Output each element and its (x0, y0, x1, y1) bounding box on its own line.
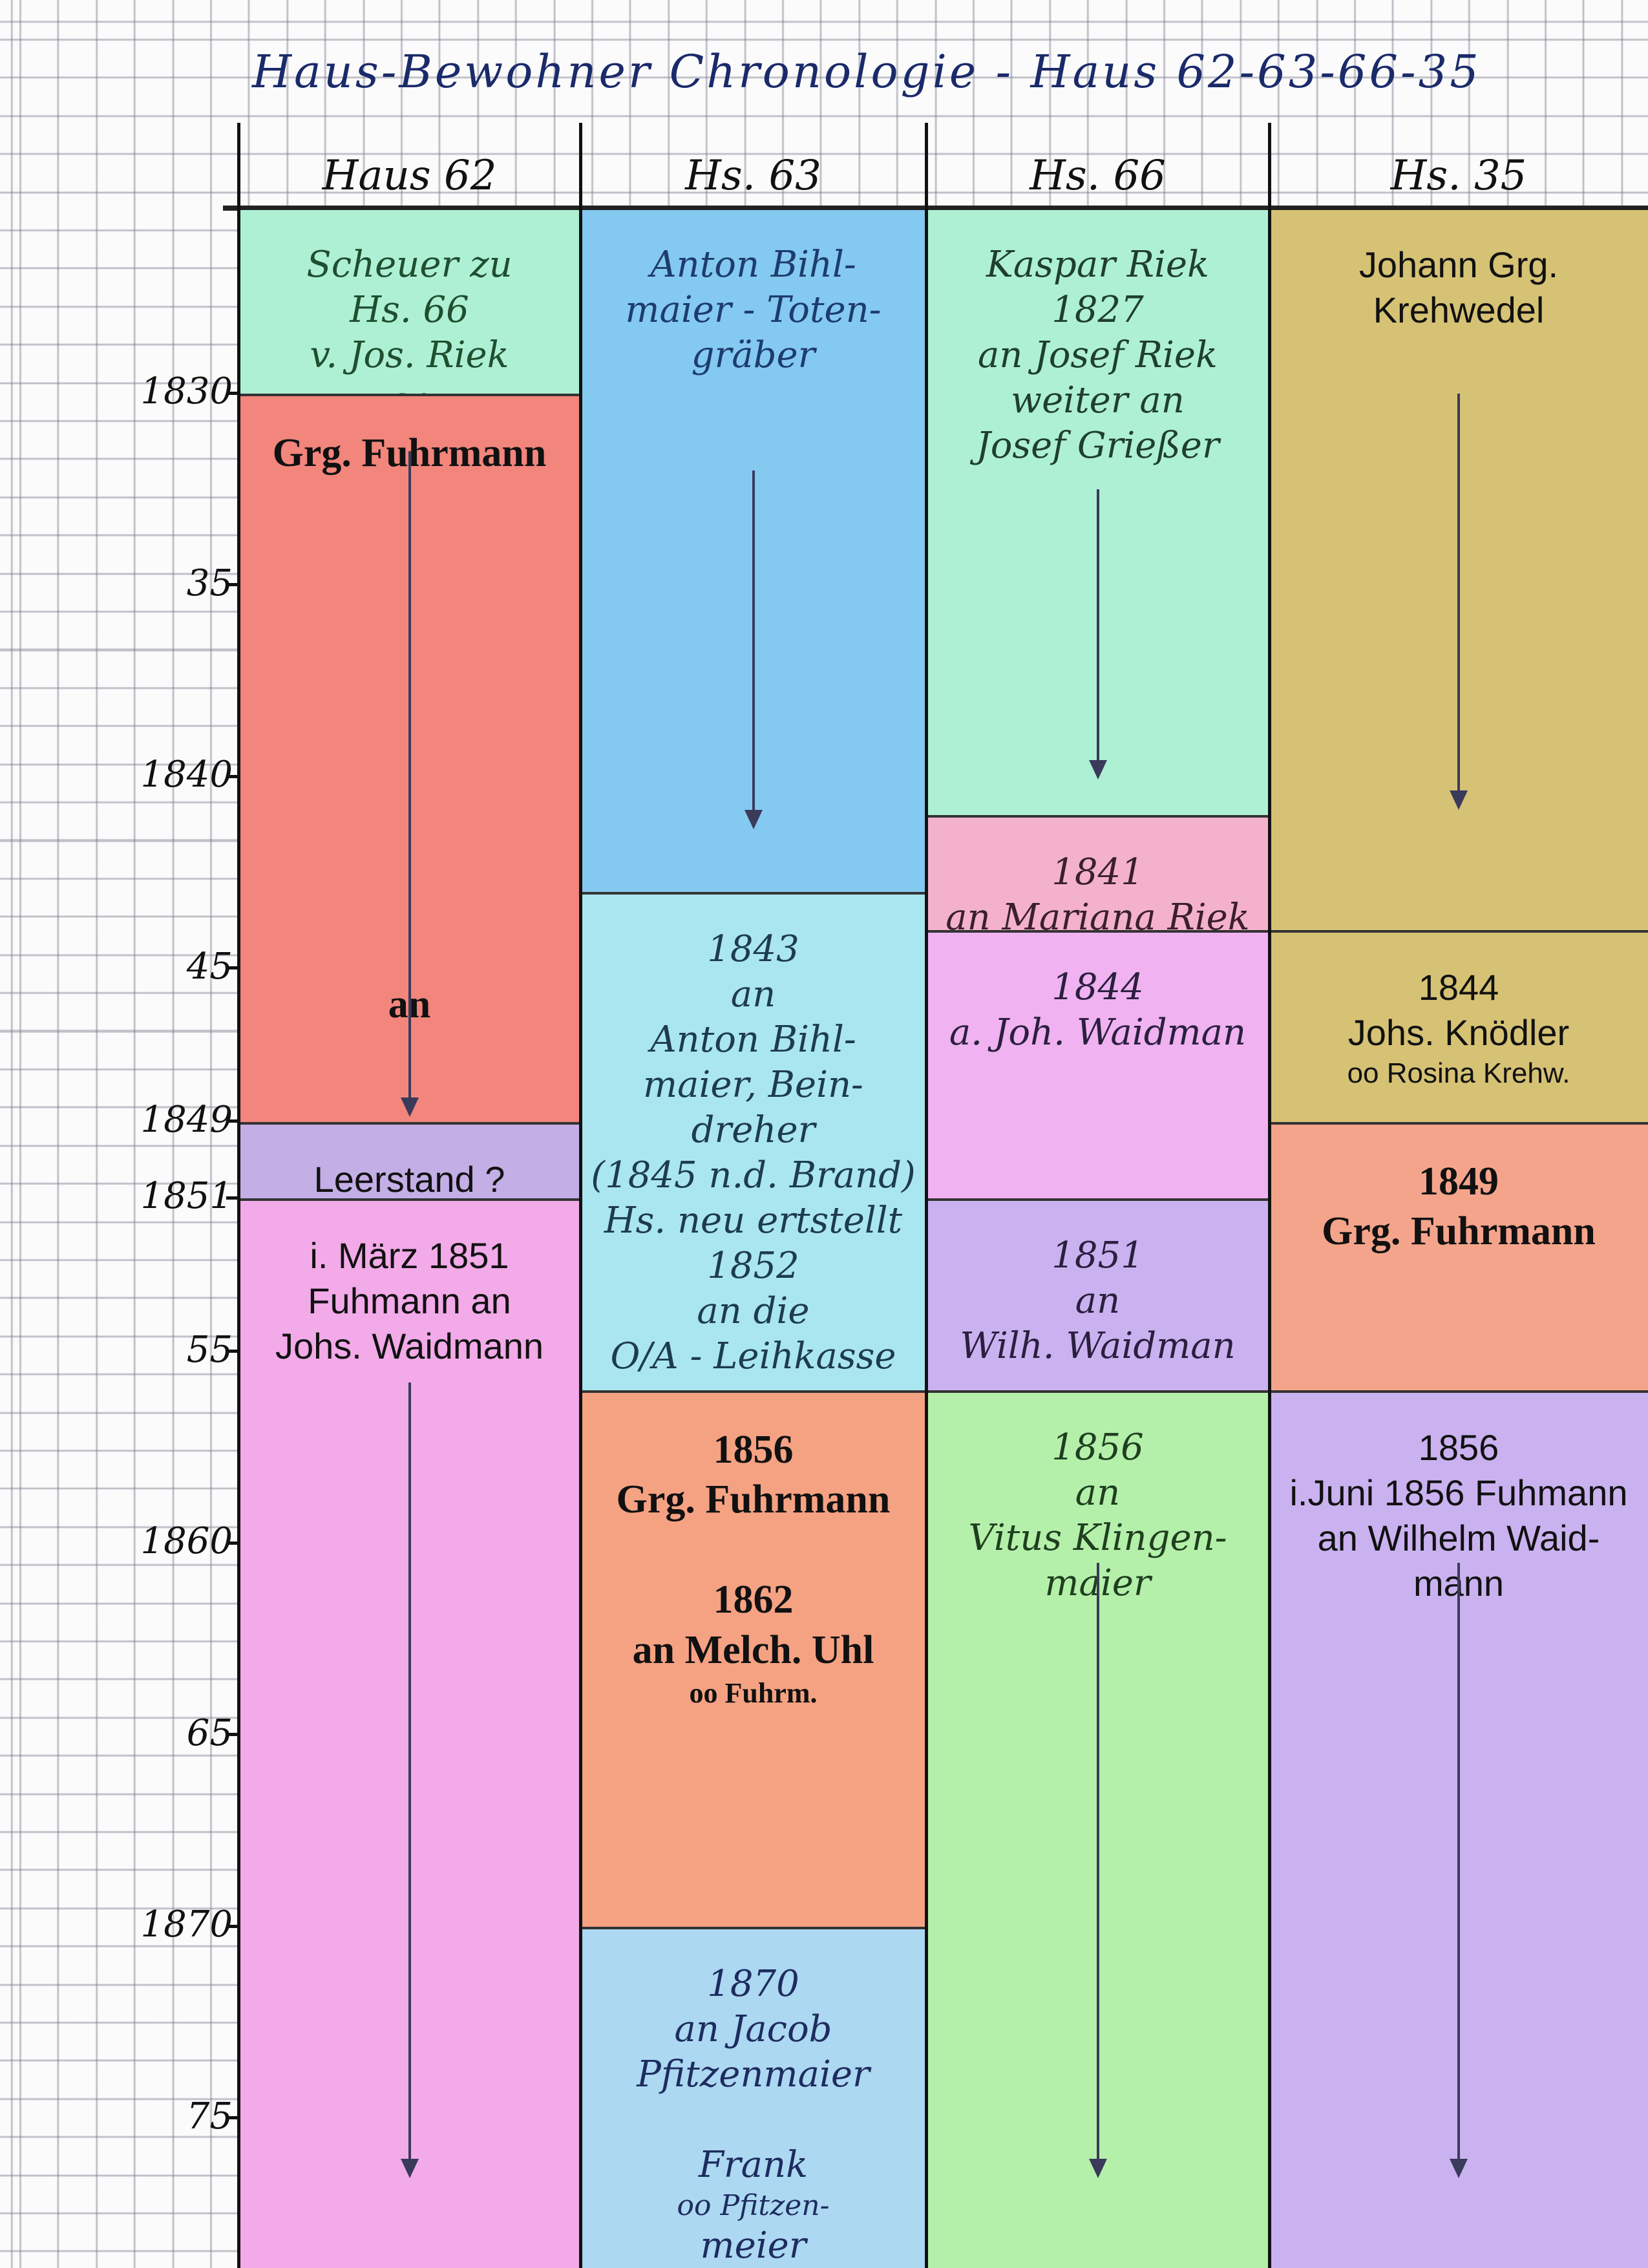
block-text: an Josef Riek (978, 334, 1218, 376)
column-divider (237, 123, 240, 2268)
block-text: Anton Bihl- (650, 244, 856, 286)
block-text: oo Rosina Krehw. (1347, 1057, 1570, 1090)
block-text: v. Jos. Riek (310, 334, 509, 376)
header-rule (223, 206, 1648, 211)
block-text: an Melch. Uhl (632, 1627, 874, 1672)
block-text: Krehwedel (1373, 290, 1545, 330)
down-arrow-icon (744, 470, 763, 830)
block-text: i. März 1851 (310, 1235, 509, 1277)
block-text: Grg. Fuhrmann (1322, 1209, 1596, 1254)
block-text: meier (700, 2225, 807, 2267)
block-text: 1844 (1051, 966, 1144, 1009)
block-text: Josef Grießer (976, 425, 1220, 467)
block-text: an (238, 378, 580, 394)
block-text: an Mariana Riek (945, 896, 1250, 931)
block-text: gräber (691, 334, 816, 376)
down-arrow-icon (400, 1382, 419, 2178)
block-text: 1849 (1419, 1159, 1499, 1203)
block-text: Fuhmann an (308, 1280, 511, 1322)
down-arrow-icon (400, 450, 419, 1117)
y-tick-label: 55 (90, 1329, 249, 1371)
timeline-block: 1844 a. Joh. Waidman (926, 930, 1269, 1199)
block-text: 1844 (1418, 967, 1499, 1008)
timeline-block: 1849 Grg. Fuhrmann (1269, 1121, 1648, 1390)
block-text: an (1075, 1280, 1121, 1322)
block-text: Johs. Waidmann (275, 1326, 544, 1367)
y-tick-label: 35 (90, 562, 249, 604)
timeline-block: 1843 an Anton Bihl-maier, Bein-dreher (1845… (580, 891, 926, 1390)
column-divider (1268, 123, 1271, 2268)
block-text (580, 2097, 926, 2143)
y-tick-label: 1830 (90, 370, 249, 412)
block-text: 1843 (707, 927, 799, 970)
block-text: Johs. Knödler (1347, 1012, 1570, 1054)
block-text: Hs. 66 (350, 289, 469, 331)
block-text: Frank (698, 2144, 808, 2186)
block-text: O/A - Leihkasse (610, 1335, 896, 1377)
block-text: oo Fuhrm. (689, 1677, 818, 1710)
timeline-block: 1841 an Mariana Riek (926, 815, 1269, 931)
block-text: Leerstand ? (313, 1158, 505, 1199)
block-text: maier, Bein- (643, 1063, 863, 1106)
column-header: Hs. 63 (685, 152, 821, 200)
block-text: 1862 (713, 1578, 794, 1622)
block-text: 1870 (707, 1963, 799, 2005)
timeline-block: Leerstand ? (238, 1121, 580, 1199)
block-text: Scheuer zu (306, 244, 512, 286)
column-header: Hs. 66 (1030, 152, 1166, 200)
block-text: (1845 n.d. Brand) (591, 1154, 916, 1196)
block-text: Johann Grg. (1358, 244, 1559, 285)
block-text: 1856 (1418, 1426, 1499, 1468)
block-text: weiter an (1011, 379, 1185, 421)
y-tick-label: 1840 (90, 754, 249, 796)
timeline-block: 1856 Grg. Fuhrmann 1862 an Melch. Uhl oo Fu… (580, 1390, 926, 1927)
down-arrow-icon (1088, 489, 1107, 779)
block-text: a. Joh. Waidman (949, 1012, 1247, 1054)
timeline-block: 1844 Johs. Knödler oo Rosina Krehw. (1269, 930, 1648, 1122)
block-text: an Jacob (674, 2008, 832, 2050)
timeline-block: 1851 an Wilh. Waidman (926, 1198, 1269, 1390)
column-divider (579, 123, 582, 2268)
block-text: dreher (691, 1108, 816, 1151)
down-arrow-icon (1450, 394, 1468, 811)
y-tick-label: 45 (90, 946, 249, 988)
block-text: Anton Bihl- (650, 1018, 856, 1061)
block-text: 1856 (1051, 1426, 1144, 1468)
y-tick-label: 1860 (90, 1520, 249, 1562)
block-text: 1856 (713, 1427, 794, 1472)
block-text: an die (697, 1289, 810, 1332)
block-text: Wilh. Waidman (960, 1325, 1236, 1368)
block-text: Pfitzenmaier (637, 2053, 870, 2095)
block-text: 1851 (1051, 1235, 1144, 1277)
y-tick-label: 1849 (90, 1099, 249, 1141)
column-header: Haus 62 (322, 152, 497, 200)
block-text: oo Pfitzen- (677, 2189, 830, 2222)
block-text: Hs. neu ertstellt (604, 1199, 903, 1242)
block-text (580, 1525, 926, 1576)
block-text: Vitus Klingen- (968, 1516, 1227, 1559)
block-text: 1852 (707, 1244, 799, 1287)
block-text: Grg. Fuhrmann (616, 1478, 891, 1522)
block-text: an Wilhelm Waid- (1317, 1517, 1600, 1558)
block-text: an (730, 973, 776, 1015)
down-arrow-icon (1450, 1562, 1468, 2179)
block-text: 1841 (1051, 851, 1144, 894)
y-tick-label: 1870 (90, 1903, 249, 1945)
column-divider (925, 123, 928, 2268)
block-text: i.Juni 1856 Fuhmann (1289, 1472, 1628, 1513)
timeline-block: 1870 an Jacob Pfitzenmaier Frank oo Pfitzen… (580, 1927, 926, 2268)
y-tick-label: 1851 (90, 1175, 249, 1217)
page-title: Haus-Bewohner Chronologie - Haus 62-63-6… (252, 45, 1481, 98)
down-arrow-icon (1088, 1562, 1107, 2179)
block-text: Kaspar Riek (986, 244, 1209, 286)
block-text: an (1075, 1471, 1121, 1514)
block-text: maier - Toten- (625, 289, 882, 331)
block-text: 1827 (1051, 289, 1144, 331)
y-tick-label: 75 (90, 2095, 249, 2137)
y-tick-label: 65 (90, 1712, 249, 1754)
column-header: Hs. 35 (1390, 152, 1527, 200)
